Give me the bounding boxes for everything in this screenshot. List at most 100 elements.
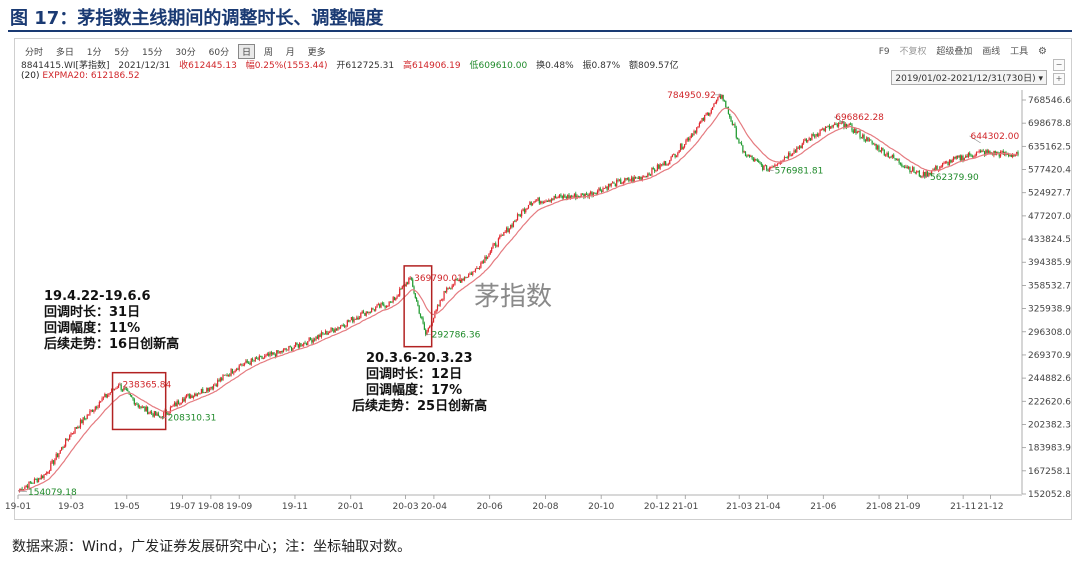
period-tab-multiday[interactable]: 多日 [55,48,74,58]
candle-body [965,155,967,158]
plus-icon[interactable]: + [1053,73,1065,85]
candle-body [43,474,45,479]
candle-body [878,145,880,151]
candle-body [910,171,912,172]
candle-body [187,394,189,395]
amount-value: 额809.57亿 [629,61,679,71]
candle-body [155,411,157,416]
candle-body [621,183,623,184]
period-tab-week[interactable]: 周 [263,48,273,58]
f9-button[interactable]: F9 [878,47,890,57]
candle-body [708,112,710,116]
candle-body [219,378,221,382]
candle-body [266,353,268,355]
candle-body [554,195,557,199]
candle-body [798,146,801,149]
candle-body [447,287,449,289]
candle-body [921,175,923,178]
candle-body [480,262,482,268]
candle-body [907,167,910,169]
candle-body [671,154,674,157]
candle-body [131,395,133,398]
candle-body [530,202,532,205]
candle-body [618,179,620,181]
overlay-button[interactable]: 超级叠加 [936,47,973,57]
candle-body [425,329,427,335]
candle-body [705,114,707,116]
period-tab-60min[interactable]: 60分 [208,48,230,58]
period-tab-15min[interactable]: 15分 [142,48,163,58]
candle-body [100,401,102,403]
gear-icon[interactable]: ⚙ [1038,46,1047,57]
adjust-button[interactable]: 不复权 [899,47,927,57]
candle-body [223,374,225,376]
candle-body [145,406,147,411]
candle-body [783,157,786,160]
candle-body [818,134,820,136]
chart-panel: 分时 多日 1分 5分 15分 30分 60分 日 周 月 更多 F9 不复权 … [14,38,1072,520]
period-tab-day[interactable]: 日 [237,44,255,59]
candle-body [556,197,558,199]
pullback-box-1 [111,371,167,431]
candle-body [319,334,321,337]
candle-body [744,151,747,157]
minus-icon[interactable]: − [1053,59,1065,71]
candle-body [1010,154,1012,157]
candle-body [632,177,634,182]
period-tab-1min[interactable]: 1分 [86,48,102,58]
candle-body [1012,154,1014,157]
candle-body [778,163,780,165]
candle-body [805,139,807,142]
candle-body [42,475,44,479]
date-range-selector[interactable]: 2019/01/02-2021/12/31(730日) ▾ [891,70,1047,85]
candle-body [311,339,313,343]
candle-body [692,134,694,136]
candle-body [966,155,968,158]
candle-body [518,214,520,215]
candle-body [173,402,176,406]
candle-body [393,297,396,301]
candle-body [550,199,553,202]
period-tab-more[interactable]: 更多 [307,48,326,58]
candle-body [476,267,478,269]
candle-body [368,311,370,313]
period-tab-30min[interactable]: 30分 [175,48,196,58]
candle-body [847,124,849,128]
candle-body [206,387,208,393]
point-label: 154079.18 [28,488,77,498]
candle-body [526,208,528,209]
candle-body [727,107,730,114]
candle-body [24,487,26,490]
period-tab-month[interactable]: 月 [285,48,295,58]
candle-body [553,195,555,200]
candle-body [863,134,865,141]
tools-button[interactable]: 工具 [1010,47,1029,57]
candle-body [231,369,234,374]
close-value: 收612445.13 [179,61,237,71]
candle-body [391,301,393,303]
candle-body [353,318,355,322]
candle-body [270,352,272,355]
candle-body [444,291,446,292]
period-tab-intraday[interactable]: 分时 [25,48,44,58]
period-tab-5min[interactable]: 5分 [114,48,130,58]
candle-body [679,143,682,151]
candle-body [322,332,324,334]
candle-body [204,392,207,393]
candle-body [25,485,27,488]
candle-body [258,355,260,360]
candle-body [138,406,141,408]
candle-body [281,351,283,353]
candle-body [905,166,907,168]
candle-body [931,170,933,175]
candle-body [135,403,137,405]
candle-body [62,447,64,449]
candle-body [454,279,456,285]
candle-body [470,273,472,275]
candle-body [482,261,485,263]
candle-body [714,103,716,104]
candle-body [142,406,145,408]
candle-body [735,127,737,138]
draw-line-button[interactable]: 画线 [982,47,1001,57]
